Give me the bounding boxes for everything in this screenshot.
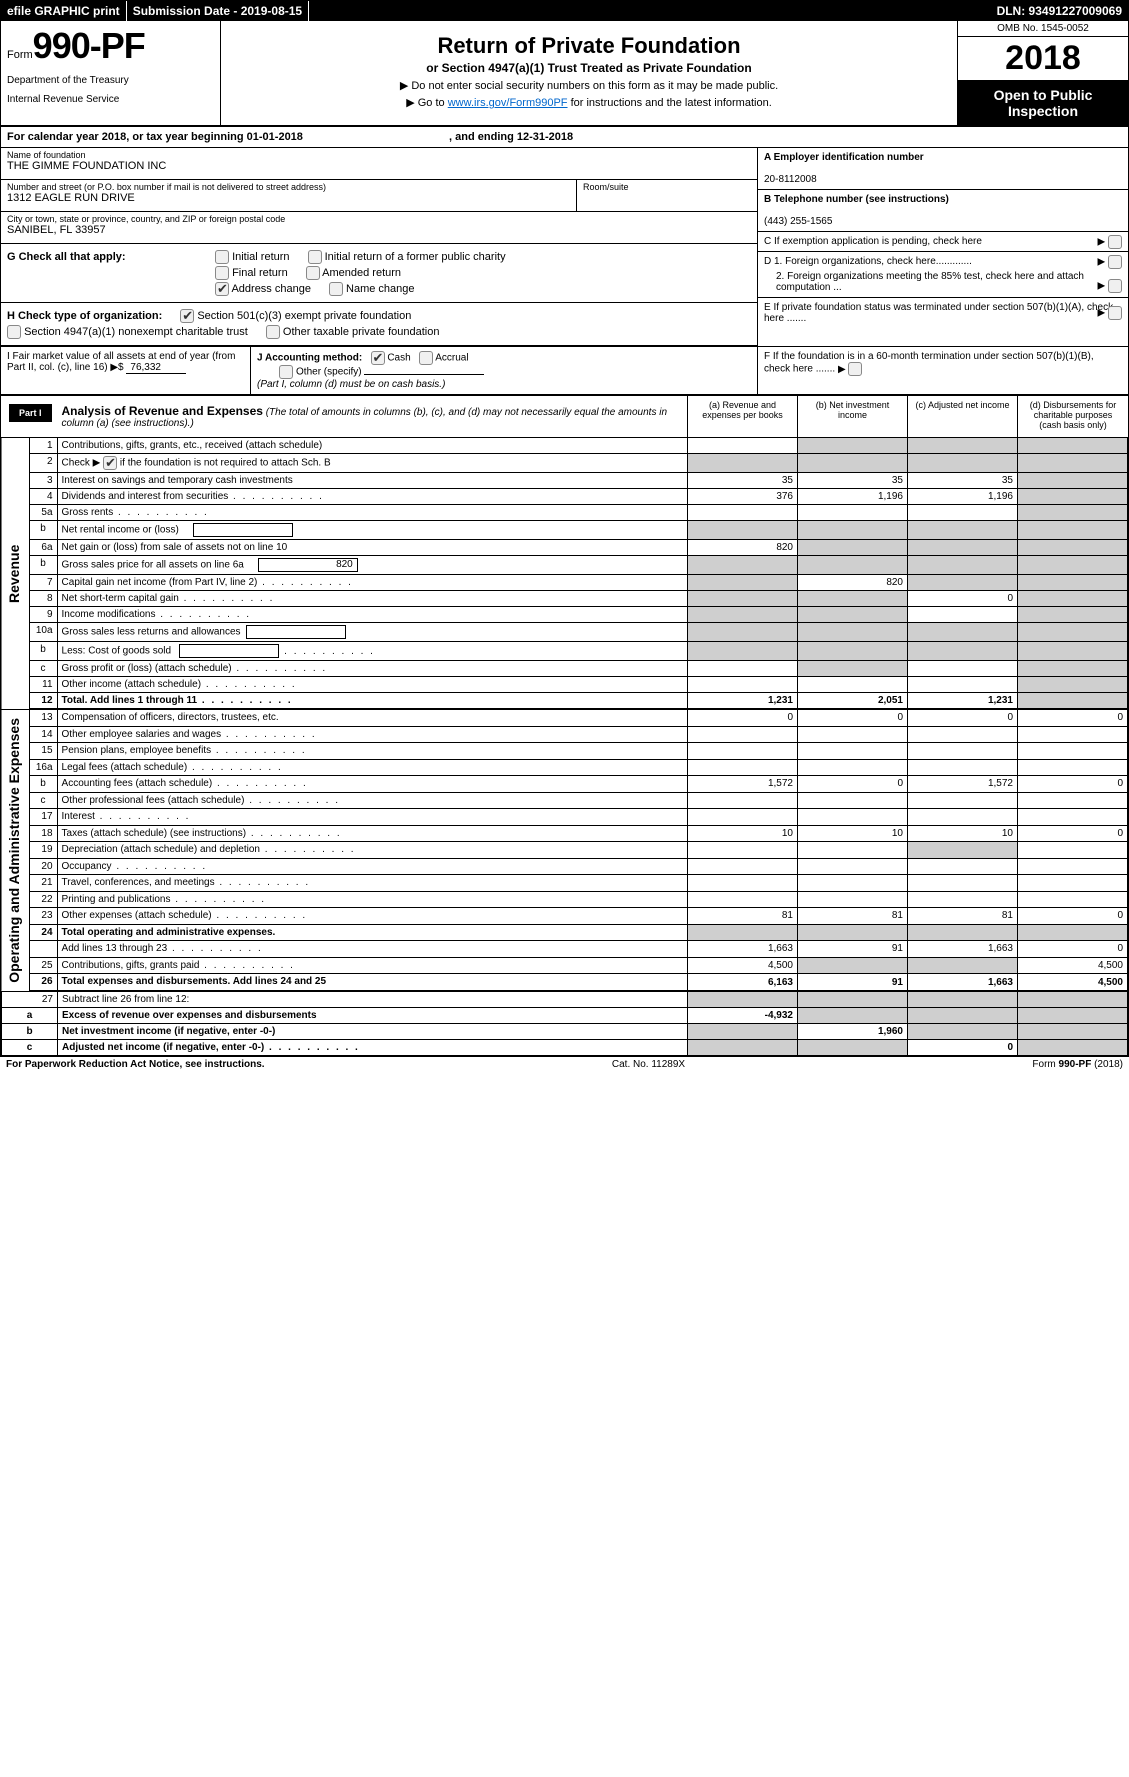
phone-value: (443) 255-1565 [764,216,832,227]
amended-return-checkbox[interactable] [306,266,320,280]
acct-label: J Accounting method: [257,353,362,364]
goto-note: ▶ Go to www.irs.gov/Form990PF for instru… [227,96,951,109]
address: 1312 EAGLE RUN DRIVE [7,192,570,204]
form-subtitle: or Section 4947(a)(1) Trust Treated as P… [227,61,951,75]
section-i: I Fair market value of all assets at end… [1,347,1128,396]
c-label: C If exemption application is pending, c… [764,236,982,247]
top-bar: efile GRAPHIC print Submission Date - 20… [1,1,1128,21]
c-checkbox[interactable] [1108,235,1122,249]
foundation-name: THE GIMME FOUNDATION INC [7,160,751,172]
room-label: Room/suite [583,182,751,192]
subtraction-section: 27Subtract line 26 from line 12: aExcess… [1,991,1128,1056]
fmv-value: 76,332 [126,362,186,374]
paperwork-notice: For Paperwork Reduction Act Notice, see … [6,1059,265,1070]
g-label: G Check all that apply: [7,251,197,263]
tax-year: 2018 [958,37,1128,81]
irs-link[interactable]: www.irs.gov/Form990PF [448,97,568,109]
h-label: H Check type of organization: [7,310,162,322]
col-c-header: (c) Adjusted net income [908,396,1018,437]
e-label: E If private foundation status was termi… [764,302,1113,324]
f-checkbox[interactable] [848,362,862,376]
part1-header: Part I Analysis of Revenue and Expenses … [1,396,1128,438]
schb-checkbox[interactable] [103,456,117,470]
phone-label: B Telephone number (see instructions) [764,194,949,205]
name-label: Name of foundation [7,150,751,160]
omb-number: OMB No. 1545-0052 [958,21,1128,37]
e-checkbox[interactable] [1108,306,1122,320]
col-a-header: (a) Revenue and expenses per books [688,396,798,437]
other-taxable-checkbox[interactable] [266,325,280,339]
section-h: H Check type of organization: Section 50… [1,303,757,346]
cat-no: Cat. No. 11289X [612,1059,685,1070]
other-acct-checkbox[interactable] [279,365,293,379]
address-label: Number and street (or P.O. box number if… [7,182,570,192]
revenue-label: Revenue [1,438,29,709]
efile-label: efile GRAPHIC print [1,1,127,21]
part1-title: Analysis of Revenue and Expenses [62,404,263,418]
acct-note: (Part I, column (d) must be on cash basi… [257,379,445,390]
info-grid: Name of foundation THE GIMME FOUNDATION … [1,148,1128,347]
city-label: City or town, state or province, country… [7,214,751,224]
f-label: F If the foundation is in a 60-month ter… [764,351,1094,375]
revenue-section: Revenue 1Contributions, gifts, grants, e… [1,438,1128,709]
d2-label: 2. Foreign organizations meeting the 85%… [764,271,1122,293]
initial-former-checkbox[interactable] [308,250,322,264]
form-footer: Form 990-PF (2018) [1032,1059,1123,1070]
cash-checkbox[interactable] [371,351,385,365]
d1-checkbox[interactable] [1108,255,1122,269]
part1-label: Part I [9,404,52,422]
4947a1-checkbox[interactable] [7,325,21,339]
final-return-checkbox[interactable] [215,266,229,280]
open-inspection: Open to Public Inspection [958,81,1128,125]
d2-checkbox[interactable] [1108,279,1122,293]
dept-treasury: Department of the Treasury [7,75,214,86]
name-change-checkbox[interactable] [329,282,343,296]
ssn-note: ▶ Do not enter social security numbers o… [227,79,951,92]
col-d-header: (d) Disbursements for charitable purpose… [1018,396,1128,437]
ein-label: A Employer identification number [764,152,924,163]
footer: For Paperwork Reduction Act Notice, see … [0,1057,1129,1072]
calendar-year-row: For calendar year 2018, or tax year begi… [1,127,1128,148]
dept-irs: Internal Revenue Service [7,94,214,105]
form-container: efile GRAPHIC print Submission Date - 20… [0,0,1129,1057]
expenses-label: Operating and Administrative Expenses [1,710,29,991]
header: Form990-PF Department of the Treasury In… [1,21,1128,127]
col-b-header: (b) Net investment income [798,396,908,437]
ein-value: 20-8112008 [764,174,817,185]
city-value: SANIBEL, FL 33957 [7,224,751,236]
fmv-label: I Fair market value of all assets at end… [7,351,235,373]
initial-return-checkbox[interactable] [215,250,229,264]
accrual-checkbox[interactable] [419,351,433,365]
form-number: Form990-PF [7,25,214,67]
submission-date: Submission Date - 2019-08-15 [127,1,309,21]
d1-label: D 1. Foreign organizations, check here..… [764,256,1122,267]
expenses-section: Operating and Administrative Expenses 13… [1,709,1128,991]
section-g: G Check all that apply: Initial return I… [1,244,757,303]
501c3-checkbox[interactable] [180,309,194,323]
address-change-checkbox[interactable] [215,282,229,296]
dln: DLN: 93491227009069 [991,1,1128,21]
form-title: Return of Private Foundation [227,33,951,59]
